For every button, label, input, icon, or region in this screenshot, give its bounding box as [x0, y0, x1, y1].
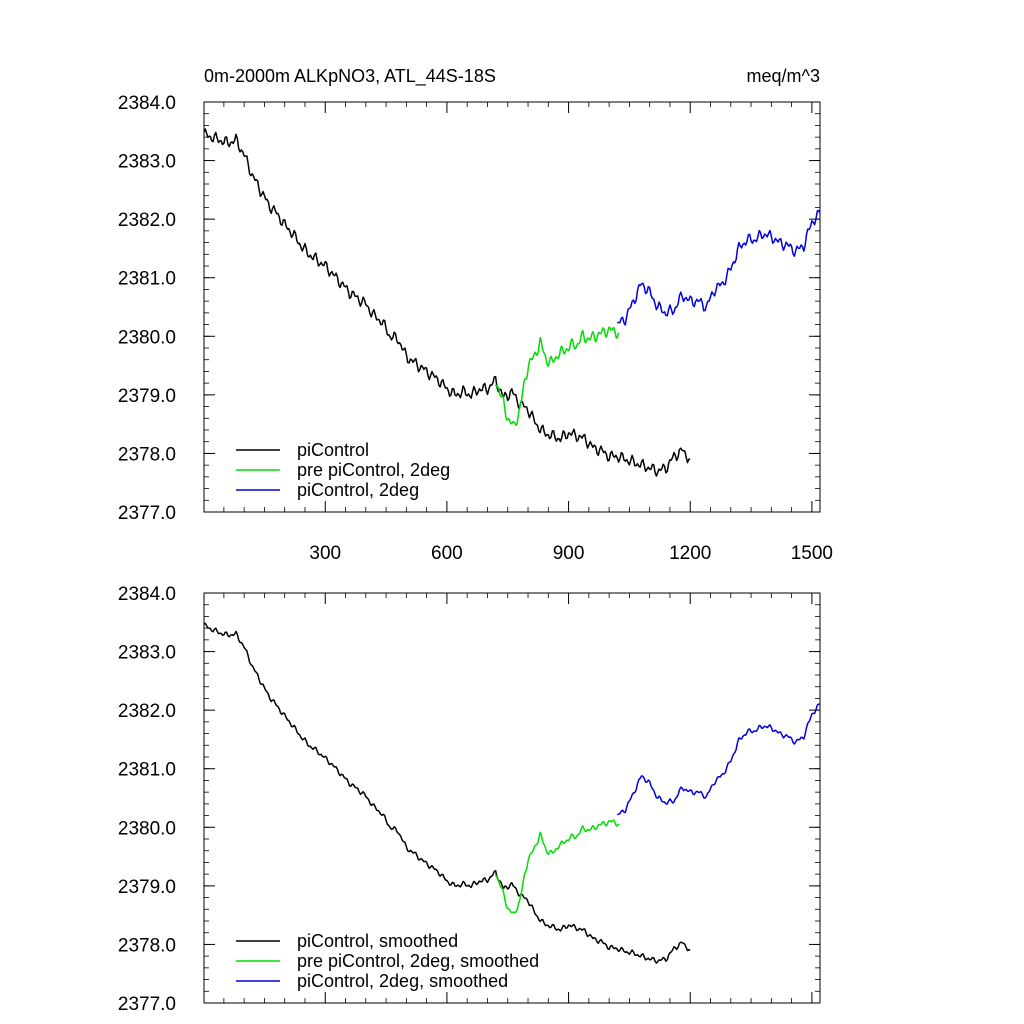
- y-tick-label: 2378.0: [118, 935, 176, 956]
- plot-frame: [203, 592, 821, 1004]
- series-line: [616, 703, 821, 816]
- x-tick-label: 900: [553, 543, 585, 564]
- y-tick-label: 2384.0: [118, 93, 176, 114]
- y-tick-label: 2377.0: [118, 503, 176, 524]
- y-tick-label: 2382.0: [118, 210, 176, 231]
- y-tick-label: 2379.0: [118, 386, 176, 407]
- legend-label: pre piControl, 2deg: [297, 460, 450, 480]
- y-tick-label: 2381.0: [118, 269, 176, 290]
- y-tick-label: 2383.0: [118, 643, 176, 664]
- x-tick-label: 300: [309, 543, 341, 564]
- series-line: [617, 209, 821, 326]
- chart-title: 0m-2000m ALKpNO3, ATL_44S-18S: [204, 66, 496, 87]
- x-tick-label: 1200: [669, 543, 711, 564]
- y-tick-label: 2378.0: [118, 444, 176, 465]
- y-tick-label: 2384.0: [118, 584, 176, 605]
- series-line: [203, 128, 691, 477]
- bottom-panel: 2377.0 2378.0 2379.0 2380.0 2381.0 2382.0 2383…: [118, 584, 821, 1015]
- y-tick-label: 2377.0: [118, 994, 176, 1015]
- series-line: [494, 326, 620, 427]
- x-tick-label: 600: [431, 543, 463, 564]
- x-tick-label: 1500: [791, 543, 833, 564]
- plot-frame: [203, 101, 821, 513]
- y-tick-label: 2379.0: [118, 877, 176, 898]
- y-tick-label: 2380.0: [118, 818, 176, 839]
- y-tick-label: 2382.0: [118, 701, 176, 722]
- legend-label: piControl, smoothed: [297, 931, 458, 951]
- y-tick-label: 2383.0: [118, 152, 176, 173]
- legend-label: piControl, 2deg, smoothed: [297, 971, 508, 991]
- series-line: [494, 819, 620, 914]
- legend-label: pre piControl, 2deg, smoothed: [297, 951, 539, 971]
- top-panel: 2377.0 2378.0 2379.0 2380.0 2381.0 2382.0 2383…: [118, 93, 833, 564]
- y-tick-label: 2381.0: [118, 760, 176, 781]
- y-tick-label: 2380.0: [118, 327, 176, 348]
- legend-label: piControl: [297, 440, 369, 460]
- series-line: [203, 622, 691, 964]
- chart-units: meq/m^3: [747, 66, 820, 86]
- legend-label: piControl, 2deg: [297, 480, 419, 500]
